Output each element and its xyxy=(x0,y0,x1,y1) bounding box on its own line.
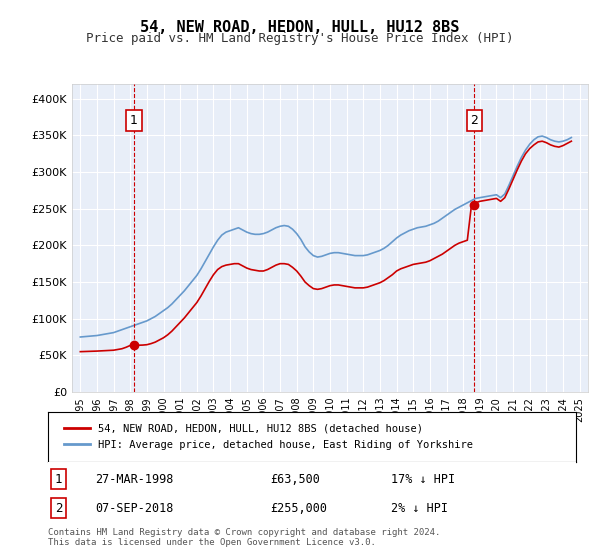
Text: £255,000: £255,000 xyxy=(270,502,327,515)
Text: 54, NEW ROAD, HEDON, HULL, HU12 8BS: 54, NEW ROAD, HEDON, HULL, HU12 8BS xyxy=(140,20,460,35)
Text: 1: 1 xyxy=(130,114,138,127)
Text: 2: 2 xyxy=(470,114,478,127)
Text: 2% ↓ HPI: 2% ↓ HPI xyxy=(391,502,448,515)
Text: 07-SEP-2018: 07-SEP-2018 xyxy=(95,502,174,515)
Text: £63,500: £63,500 xyxy=(270,473,320,486)
Legend: 54, NEW ROAD, HEDON, HULL, HU12 8BS (detached house), HPI: Average price, detach: 54, NEW ROAD, HEDON, HULL, HU12 8BS (det… xyxy=(58,418,478,455)
Text: 2: 2 xyxy=(55,502,62,515)
Text: 1: 1 xyxy=(55,473,62,486)
Text: 27-MAR-1998: 27-MAR-1998 xyxy=(95,473,174,486)
Text: 17% ↓ HPI: 17% ↓ HPI xyxy=(391,473,455,486)
Text: Contains HM Land Registry data © Crown copyright and database right 2024.
This d: Contains HM Land Registry data © Crown c… xyxy=(48,528,440,547)
Text: Price paid vs. HM Land Registry's House Price Index (HPI): Price paid vs. HM Land Registry's House … xyxy=(86,32,514,45)
